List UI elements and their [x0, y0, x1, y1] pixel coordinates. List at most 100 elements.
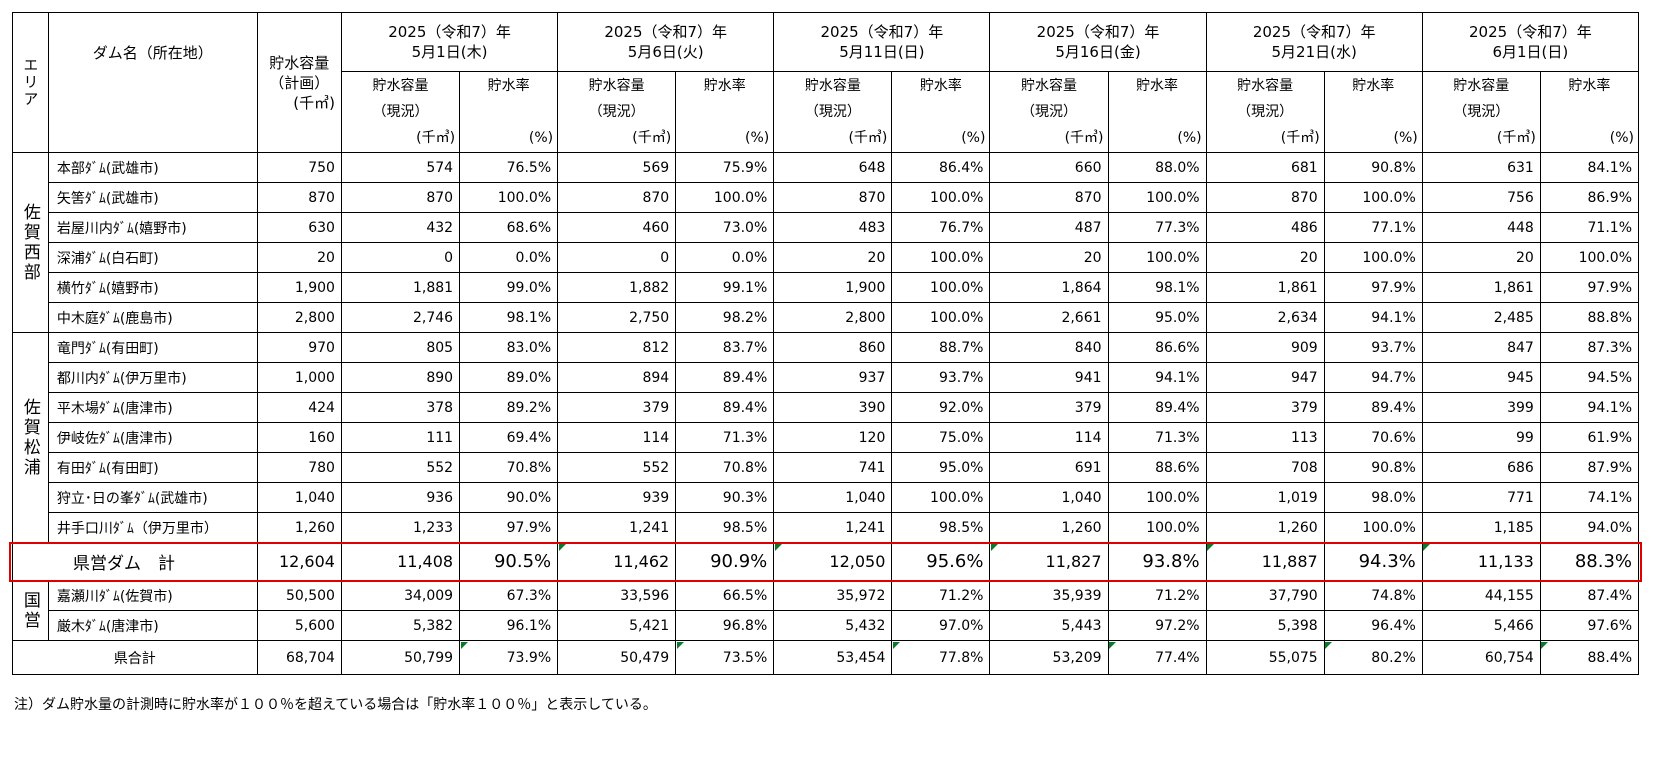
current-capacity: 939 — [557, 482, 677, 513]
plan-capacity: 424 — [256, 392, 342, 423]
current-capacity: 2,661 — [989, 302, 1109, 333]
current-capacity: 53,209 — [989, 640, 1109, 675]
current-capacity: 60,754 — [1421, 640, 1541, 675]
current-capacity-label: （現況） — [372, 104, 429, 120]
date-year: 2025（令和7）年 — [1036, 23, 1160, 41]
table-row: 横竹ﾀﾞﾑ(嬉野市) 1,900 1,881 99.0% 1,882 99.1% 1,900… — [13, 272, 1640, 303]
plan-capacity: 750 — [256, 152, 342, 183]
dam-name: 都川内ﾀﾞﾑ(伊万里市) — [47, 362, 258, 393]
storage-rate: 94.7% — [1323, 362, 1423, 393]
current-capacity-label: 貯水容量 — [1237, 78, 1294, 94]
current-capacity: 111 — [340, 422, 461, 453]
current-capacity: 847 — [1421, 332, 1541, 363]
storage-rate: 87.3% — [1539, 332, 1640, 363]
storage-rate: 73.9% — [459, 640, 559, 675]
date-header: 2025（令和7）年 5月16日(金) — [989, 12, 1207, 72]
dam-name: 有田ﾀﾞﾑ(有田町) — [47, 452, 258, 483]
storage-rate: 89.4% — [1107, 392, 1207, 423]
table-row: 厳木ﾀﾞﾑ(唐津市) 5,600 5,382 96.1% 5,421 96.8% 5,432… — [13, 610, 1640, 641]
current-capacity: 12,050 — [773, 542, 893, 581]
current-capacity: 1,861 — [1205, 272, 1325, 303]
current-capacity: 399 — [1421, 392, 1541, 423]
rate-unit: (%) — [528, 130, 554, 146]
rate-unit: (%) — [745, 130, 770, 146]
current-capacity: 860 — [773, 332, 893, 363]
current-capacity: 33,596 — [557, 580, 677, 611]
comment-marker — [892, 641, 900, 649]
current-capacity: 5,398 — [1205, 610, 1325, 641]
storage-rate: 0.0% — [675, 242, 775, 273]
comment-marker — [558, 543, 566, 551]
current-capacity-header: 貯水容量 （現況） (千㎥) — [340, 71, 461, 153]
storage-rate: 100.0% — [459, 182, 559, 213]
current-capacity: 1,881 — [340, 272, 461, 303]
storage-rate: 77.4% — [1107, 640, 1207, 675]
current-capacity: 1,040 — [989, 482, 1109, 513]
current-capacity: 5,421 — [557, 610, 677, 641]
storage-rate: 70.6% — [1323, 422, 1423, 453]
storage-rate: 71.3% — [675, 422, 775, 453]
dam-name: 平木場ﾀﾞﾑ(唐津市) — [47, 392, 258, 423]
rate-label: 貯水率 — [703, 78, 746, 94]
dam-name: 井手口川ﾀﾞﾑ（伊万里市） — [47, 512, 258, 543]
current-capacity-label: (千㎥) — [416, 130, 456, 146]
current-capacity: 741 — [773, 452, 893, 483]
storage-rate: 90.3% — [675, 482, 775, 513]
current-capacity: 805 — [340, 332, 461, 363]
date-header: 2025（令和7）年 6月1日(日) — [1421, 12, 1640, 72]
current-capacity: 691 — [989, 452, 1109, 483]
comment-marker — [676, 641, 684, 649]
current-capacity: 1,864 — [989, 272, 1109, 303]
table-row: 佐賀松浦 竜門ﾀﾞﾑ(有田町) 970 805 83.0% 812 83.7% 860 88.7… — [12, 332, 1640, 543]
current-capacity: 379 — [1205, 392, 1325, 423]
storage-rate: 70.8% — [459, 452, 559, 483]
rate-unit: (%) — [961, 130, 986, 146]
current-capacity-label: (千㎥) — [1280, 130, 1320, 146]
area-header: エリア — [12, 12, 49, 153]
storage-rate: 100.0% — [1323, 512, 1423, 543]
plan-capacity: 1,260 — [256, 512, 342, 543]
current-capacity: 2,485 — [1421, 302, 1541, 333]
date-header: 2025（令和7）年 5月1日(木) — [340, 12, 559, 72]
current-capacity: 34,009 — [340, 580, 461, 611]
storage-rate: 100.0% — [1107, 482, 1207, 513]
storage-rate: 61.9% — [1539, 422, 1640, 453]
table-row: 深浦ﾀﾞﾑ(白石町) 20 0 0.0% 0 0.0% 20 100.0% 20 100.0% 20… — [13, 242, 1640, 273]
storage-rate: 100.0% — [891, 182, 991, 213]
current-capacity: 870 — [1205, 182, 1325, 213]
storage-rate: 67.3% — [459, 580, 559, 611]
plan-capacity: 5,600 — [256, 610, 342, 641]
storage-rate: 86.9% — [1539, 182, 1640, 213]
rate-unit: (%) — [1177, 130, 1202, 146]
storage-rate: 88.6% — [1107, 452, 1207, 483]
current-capacity: 378 — [340, 392, 461, 423]
date-day: 5月16日(金) — [1055, 43, 1141, 61]
current-capacity: 114 — [557, 422, 677, 453]
rate-label: 貯水率 — [1352, 78, 1395, 94]
current-capacity: 936 — [340, 482, 461, 513]
storage-rate: 71.1% — [1539, 212, 1640, 243]
current-capacity: 55,075 — [1205, 640, 1325, 675]
table-row: 井手口川ﾀﾞﾑ（伊万里市） 1,260 1,233 97.9% 1,241 98.5% 1,… — [13, 512, 1640, 543]
storage-rate: 69.4% — [459, 422, 559, 453]
storage-rate: 99.1% — [675, 272, 775, 303]
current-capacity: 35,939 — [989, 580, 1109, 611]
storage-rate: 77.1% — [1323, 212, 1423, 243]
plan-capacity-unit: (千㎥) — [293, 93, 335, 112]
storage-rate: 89.4% — [1323, 392, 1423, 423]
storage-rate: 86.4% — [891, 152, 991, 183]
storage-rate: 92.0% — [891, 392, 991, 423]
current-capacity-label: 貯水容量 — [804, 78, 861, 94]
current-capacity: 574 — [340, 152, 461, 183]
table-row: 狩立･日の峯ﾀﾞﾑ(武雄市) 1,040 936 90.0% 939 90.3% 1,040… — [13, 482, 1640, 513]
current-capacity: 448 — [1421, 212, 1541, 243]
current-capacity: 569 — [557, 152, 677, 183]
plan-capacity: 1,040 — [256, 482, 342, 513]
plan-capacity-sub: （計画） — [269, 73, 330, 92]
storage-rate: 71.3% — [1107, 422, 1207, 453]
current-capacity: 0 — [557, 242, 677, 273]
plan-capacity: 12,604 — [256, 542, 342, 581]
storage-rate: 87.4% — [1539, 580, 1640, 611]
date-day: 5月1日(木) — [411, 43, 488, 61]
storage-rate: 96.1% — [459, 610, 559, 641]
